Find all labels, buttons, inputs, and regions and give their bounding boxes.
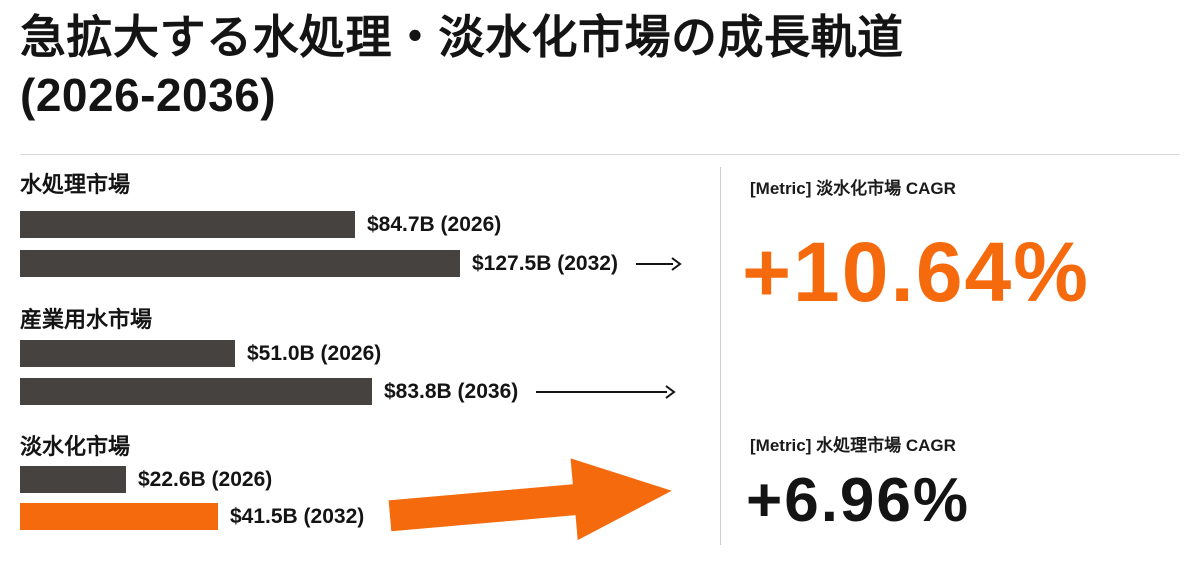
bar-row-desalination-2032: $41.5B (2032) bbox=[20, 503, 364, 530]
bar-row-desalination-2026: $22.6B (2026) bbox=[20, 466, 272, 493]
arrow-right-icon bbox=[536, 384, 676, 399]
bar-value-label: $83.8B (2036) bbox=[384, 379, 519, 403]
bar-row-water-treatment-2026: $84.7B (2026) bbox=[20, 211, 501, 238]
group-label-desalination: 淡水化市場 bbox=[20, 434, 131, 459]
metric-value-desalination-cagr: +10.64% bbox=[742, 225, 1090, 319]
bar-industrial-water-2026 bbox=[20, 340, 235, 367]
big-growth-arrow-icon bbox=[388, 458, 672, 541]
arrow-right-icon bbox=[635, 256, 682, 271]
bar-value-label: $127.5B (2032) bbox=[472, 251, 618, 275]
bar-value-label: $84.7B (2026) bbox=[367, 212, 502, 236]
vertical-divider bbox=[720, 167, 721, 545]
title-divider bbox=[20, 154, 1180, 155]
bar-water-treatment-2026 bbox=[20, 211, 355, 238]
group-label-industrial-water: 産業用水市場 bbox=[20, 307, 153, 332]
bar-desalination-2032 bbox=[20, 503, 218, 530]
bar-industrial-water-2036 bbox=[20, 378, 372, 405]
group-label-water-treatment: 水処理市場 bbox=[20, 172, 131, 197]
bar-row-water-treatment-2032: $127.5B (2032) bbox=[20, 250, 682, 277]
bar-water-treatment-2032 bbox=[20, 250, 460, 277]
bar-row-industrial-water-2036: $83.8B (2036) bbox=[20, 378, 676, 405]
page-title: 急拡大する水処理・淡水化市場の成長軌道 (2026-2036) bbox=[20, 11, 904, 122]
metric-label-water-treatment-cagr: [Metric] 水処理市場 CAGR bbox=[750, 436, 956, 455]
bar-value-label: $51.0B (2026) bbox=[247, 341, 382, 365]
bar-value-label: $41.5B (2032) bbox=[230, 504, 365, 528]
bar-row-industrial-water-2026: $51.0B (2026) bbox=[20, 340, 381, 367]
bar-desalination-2026 bbox=[20, 466, 126, 493]
metric-label-desalination-cagr: [Metric] 淡水化市場 CAGR bbox=[750, 179, 956, 198]
metric-value-water-treatment-cagr: +6.96% bbox=[746, 466, 971, 535]
bar-value-label: $22.6B (2026) bbox=[138, 467, 273, 491]
